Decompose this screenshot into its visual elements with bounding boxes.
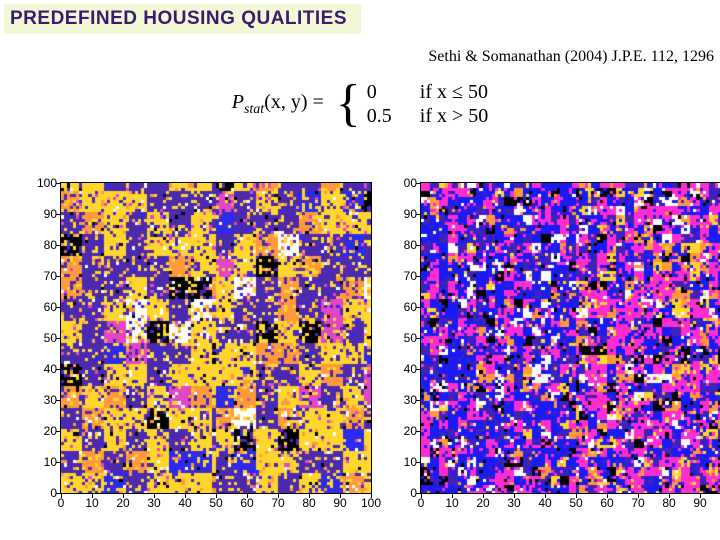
piecewise-equation: Pstat(x, y) = { 0 if x ≤ 50 0.5 if x > 5… <box>232 80 489 128</box>
equation-func: P <box>232 91 244 113</box>
equation-case2-cond: if x > 50 <box>420 105 489 127</box>
right-plot: 0010102020303040405050606070708080909000… <box>390 182 720 522</box>
equation-case1-value: 0 <box>367 80 403 104</box>
equation-case1-cond: if x ≤ 50 <box>420 81 488 103</box>
left-plot-area: 0010102020303040405050606070708080909010… <box>60 182 372 494</box>
right-plot-area: 0010102020303040405050606070708080909000… <box>420 182 720 494</box>
right-plot-canvas <box>421 183 720 493</box>
left-plot: 0010102020303040405050606070708080909010… <box>30 182 360 522</box>
plots-row: 0010102020303040405050606070708080909010… <box>0 182 720 522</box>
citation-text: Sethi & Somanathan (2004) J.P.E. 112, 12… <box>428 48 714 66</box>
equation-case2-value: 0.5 <box>367 104 403 128</box>
equation-brace: { <box>336 83 361 125</box>
left-plot-canvas <box>61 183 371 493</box>
equation-subscript: stat <box>244 102 264 117</box>
equation-args: (x, y) <box>264 91 307 113</box>
slide-title: PREDEFINED HOUSING QUALITIES <box>4 4 361 34</box>
